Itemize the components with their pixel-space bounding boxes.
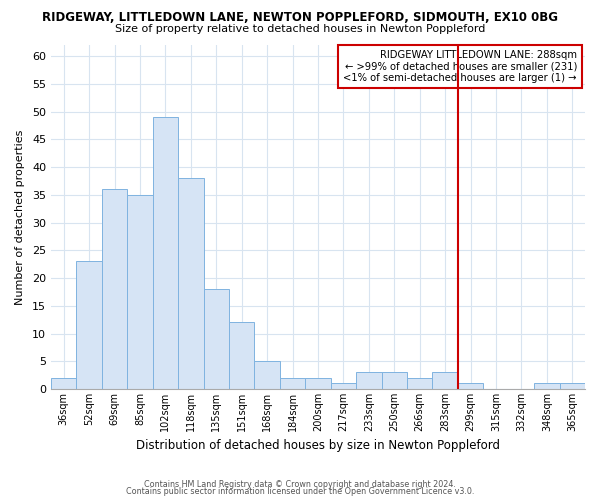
Bar	[178, 178, 203, 389]
Bar	[229, 322, 254, 389]
Bar	[305, 378, 331, 389]
Bar	[280, 378, 305, 389]
Bar	[534, 384, 560, 389]
Bar	[76, 262, 102, 389]
Y-axis label: Number of detached properties: Number of detached properties	[15, 130, 25, 304]
X-axis label: Distribution of detached houses by size in Newton Poppleford: Distribution of detached houses by size …	[136, 440, 500, 452]
Text: Contains HM Land Registry data © Crown copyright and database right 2024.: Contains HM Land Registry data © Crown c…	[144, 480, 456, 489]
Bar	[203, 289, 229, 389]
Bar	[127, 195, 152, 389]
Bar	[560, 384, 585, 389]
Bar	[152, 117, 178, 389]
Bar	[407, 378, 433, 389]
Text: RIDGEWAY, LITTLEDOWN LANE, NEWTON POPPLEFORD, SIDMOUTH, EX10 0BG: RIDGEWAY, LITTLEDOWN LANE, NEWTON POPPLE…	[42, 11, 558, 24]
Bar	[331, 384, 356, 389]
Text: Size of property relative to detached houses in Newton Poppleford: Size of property relative to detached ho…	[115, 24, 485, 34]
Bar	[356, 372, 382, 389]
Bar	[102, 190, 127, 389]
Text: Contains public sector information licensed under the Open Government Licence v3: Contains public sector information licen…	[126, 488, 474, 496]
Text: RIDGEWAY LITTLEDOWN LANE: 288sqm
← >99% of detached houses are smaller (231)
<1%: RIDGEWAY LITTLEDOWN LANE: 288sqm ← >99% …	[343, 50, 577, 84]
Bar	[433, 372, 458, 389]
Bar	[51, 378, 76, 389]
Bar	[254, 362, 280, 389]
Bar	[458, 384, 483, 389]
Bar	[382, 372, 407, 389]
